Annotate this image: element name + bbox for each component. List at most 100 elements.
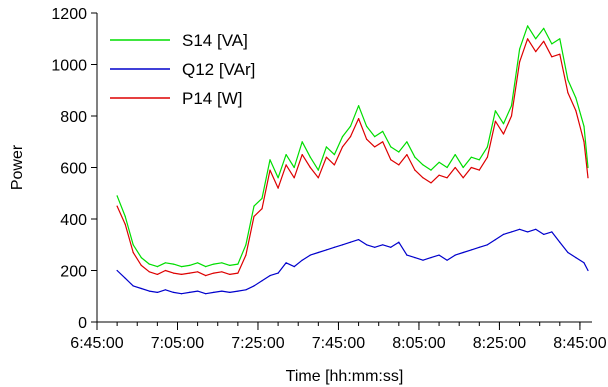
data-point [583, 125, 585, 127]
data-point [197, 290, 199, 292]
data-point [438, 174, 440, 176]
data-point [575, 97, 577, 99]
data-point [559, 241, 561, 243]
data-point [583, 141, 585, 143]
data-point [189, 291, 191, 293]
data-point [446, 166, 448, 169]
x-tick-label: 7:25:00 [231, 335, 284, 352]
x-tick-label: 6:45:00 [70, 335, 123, 352]
data-point [454, 254, 456, 256]
data-point [527, 25, 529, 27]
data-point [446, 177, 448, 179]
data-point [349, 125, 352, 127]
y-tick-label: 200 [60, 264, 87, 281]
data-point [325, 156, 327, 158]
y-tick-label: 0 [78, 315, 87, 332]
data-point [205, 293, 207, 295]
data-point [237, 263, 239, 265]
data-point [309, 166, 311, 169]
data-point [494, 239, 496, 241]
data-point [422, 259, 424, 261]
data-point [285, 154, 287, 156]
data-point [124, 223, 126, 225]
data-point [430, 257, 432, 259]
data-point [293, 166, 295, 169]
data-point [213, 263, 215, 265]
data-point [494, 120, 496, 122]
data-point [414, 156, 416, 158]
data-point [519, 228, 521, 230]
data-point [285, 164, 287, 166]
data-point [277, 177, 279, 179]
data-point [197, 271, 199, 273]
data-point [205, 275, 207, 277]
axes: 0 200 400 600 800 1000 1200 6:45:00 7:05:00 7:25:… [51, 6, 606, 352]
data-point [309, 156, 311, 158]
data-point [398, 241, 400, 243]
data-point [470, 156, 472, 158]
data-point [148, 290, 150, 292]
data-point [116, 205, 118, 207]
data-point [543, 27, 545, 29]
data-point [325, 146, 327, 148]
data-point [510, 231, 513, 233]
data-point [575, 110, 577, 112]
x-tick-label: 7:05:00 [151, 335, 204, 352]
series-layer [116, 25, 589, 295]
legend-label: P14 [W] [182, 89, 242, 108]
data-point [116, 195, 118, 197]
data-point [358, 239, 360, 241]
data-point [164, 289, 166, 291]
legend-label: Q12 [VAr] [182, 60, 255, 79]
data-point [382, 244, 384, 246]
data-point [213, 291, 215, 293]
y-tick-label: 1000 [51, 58, 87, 75]
data-point [366, 138, 368, 140]
data-point [140, 257, 142, 259]
data-point [221, 262, 223, 264]
data-point [132, 251, 134, 254]
series-line-s14 [116, 25, 589, 268]
data-point [575, 257, 577, 259]
y-tick-label: 800 [60, 109, 87, 126]
data-point [406, 141, 408, 143]
data-point [478, 169, 480, 171]
data-point [229, 264, 231, 266]
data-point [535, 38, 537, 40]
data-point [519, 48, 521, 50]
data-point [587, 166, 589, 169]
data-point [172, 291, 175, 293]
data-point [197, 262, 199, 264]
data-point [132, 285, 134, 287]
data-point [454, 154, 456, 156]
data-point [430, 182, 432, 184]
data-point [189, 272, 191, 274]
data-point [358, 105, 360, 107]
data-point [269, 275, 271, 277]
data-point [213, 272, 215, 274]
data-point [559, 38, 561, 40]
data-point [277, 272, 279, 274]
x-tick-label: 8:45:00 [553, 335, 606, 352]
data-point [325, 249, 327, 251]
data-point [382, 130, 384, 132]
data-point [374, 146, 376, 148]
data-point [382, 141, 384, 143]
data-point [229, 273, 231, 275]
data-point [205, 266, 207, 268]
data-point [478, 246, 480, 248]
data-point [189, 264, 191, 266]
data-point [317, 169, 319, 171]
data-point [486, 244, 488, 246]
data-point [148, 263, 150, 265]
y-tick-label: 1200 [51, 6, 87, 23]
data-point [309, 254, 311, 256]
data-point [317, 251, 319, 254]
data-point [148, 271, 150, 273]
data-point [462, 166, 464, 169]
data-point [551, 56, 553, 58]
data-point [535, 228, 537, 230]
data-point [587, 269, 589, 272]
x-tick-label: 8:25:00 [473, 335, 526, 352]
